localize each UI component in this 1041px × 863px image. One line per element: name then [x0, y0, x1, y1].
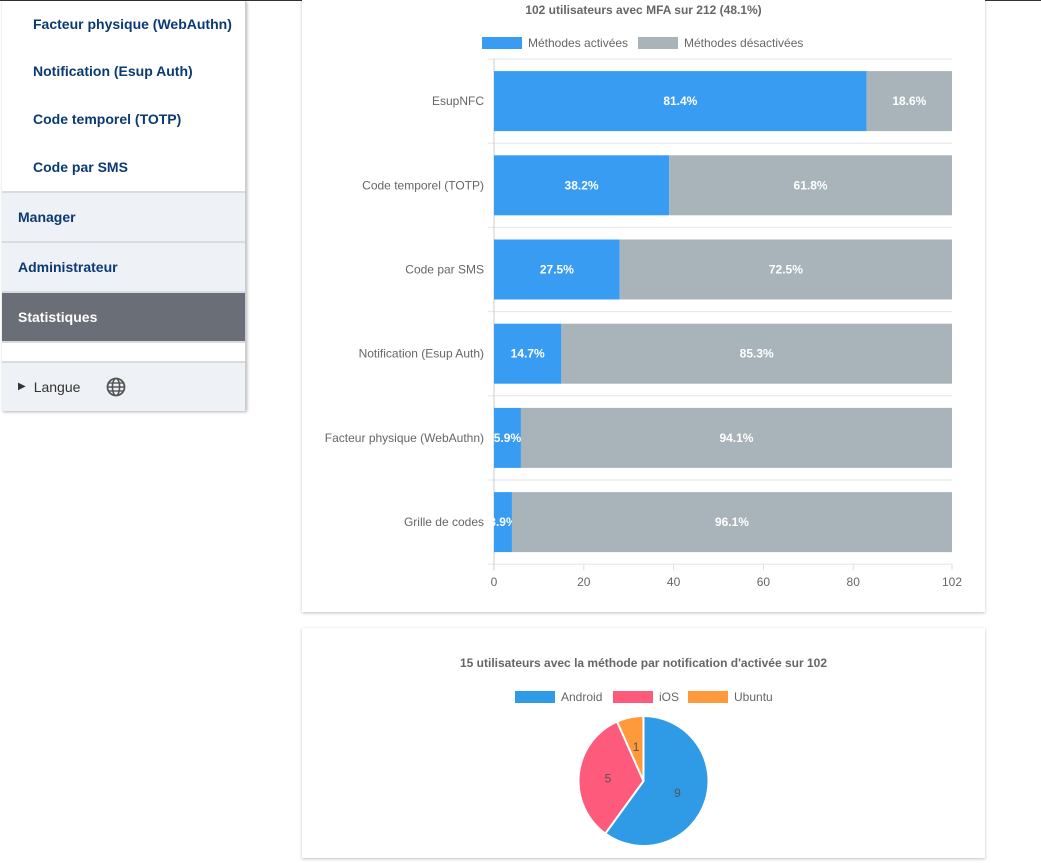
legend-label: iOS: [659, 690, 679, 704]
sidebar-subitem-notification[interactable]: Notification (Esup Auth): [33, 63, 193, 79]
sidebar: Facteur physique (WebAuthn) Notification…: [2, 1, 246, 411]
y-tick-label: Code par SMS: [405, 263, 484, 277]
mfa-methods-card: 102 utilisateurs avec MFA sur 212 (48.1%…: [302, 0, 985, 612]
y-tick-label: Code temporel (TOTP): [362, 178, 484, 192]
sidebar-subitem-webauthn[interactable]: Facteur physique (WebAuthn): [33, 16, 232, 32]
slice-label: 1: [633, 740, 640, 754]
bar-segment: [866, 71, 952, 132]
data-label: 38.2%: [565, 178, 599, 192]
data-label: 3.9%: [489, 515, 517, 529]
bar-segment: [619, 239, 952, 300]
triangle-right-icon: ▶: [18, 381, 26, 392]
sidebar-item-administrateur[interactable]: Administrateur: [2, 241, 245, 291]
legend-swatch: [613, 691, 653, 703]
bar-segment: [561, 323, 952, 384]
data-label: 81.4%: [663, 94, 697, 108]
slice-label: 9: [674, 786, 681, 800]
notification-devices-card: 15 utilisateurs avec la méthode par noti…: [302, 628, 985, 858]
legend-swatch: [688, 691, 728, 703]
pie-slice-ios: [577, 720, 645, 835]
sidebar-subitem-totp[interactable]: Code temporel (TOTP): [33, 111, 182, 127]
language-label: Langue: [33, 379, 81, 395]
data-label: 14.7%: [511, 347, 545, 361]
x-tick-label: 40: [667, 575, 681, 589]
chart-title: 102 utilisateurs avec MFA sur 212 (48.1%…: [525, 3, 761, 17]
data-label: 61.8%: [794, 178, 828, 192]
bar-segment: [494, 492, 512, 553]
bar-segment: [511, 492, 952, 553]
data-label: 85.3%: [740, 347, 774, 361]
bar-segment: [494, 71, 867, 132]
notification-devices-chart: 15 utilisateurs avec la méthode par noti…: [460, 656, 827, 847]
legend-swatch: [638, 37, 678, 49]
bar-segment: [494, 155, 670, 216]
slice-label: 5: [605, 771, 612, 785]
sidebar-subitem-sms[interactable]: Code par SMS: [33, 159, 128, 175]
y-tick-label: Facteur physique (WebAuthn): [325, 431, 484, 445]
x-tick-label: 60: [757, 575, 771, 589]
globe-icon: [107, 377, 126, 397]
chart-title: 15 utilisateurs avec la méthode par noti…: [460, 656, 827, 670]
pie-slice-android: [603, 714, 710, 847]
x-tick-label: 80: [847, 575, 861, 589]
data-label: 94.1%: [719, 431, 753, 445]
data-label: 96.1%: [715, 515, 749, 529]
y-tick-label: EsupNFC: [432, 94, 484, 108]
sidebar-item-statistiques[interactable]: Statistiques: [2, 291, 245, 341]
legend-swatch: [515, 691, 555, 703]
bar-segment: [494, 239, 620, 300]
legend-label: Méthodes activées: [528, 36, 628, 50]
language-toggle[interactable]: ▶ Langue: [2, 361, 245, 411]
bar-segment: [669, 155, 952, 216]
data-label: 27.5%: [540, 263, 574, 277]
legend-label: Ubuntu: [734, 690, 773, 704]
bar-segment: [520, 407, 952, 468]
y-tick-label: Grille de codes: [404, 515, 484, 529]
bar-segment: [494, 323, 562, 384]
data-label: 18.6%: [892, 94, 926, 108]
x-tick-label: 0: [491, 575, 498, 589]
y-tick-label: Notification (Esup Auth): [359, 347, 484, 361]
sidebar-item-manager[interactable]: Manager: [2, 191, 245, 241]
data-label: 5.9%: [494, 431, 522, 445]
divider: [2, 341, 245, 361]
data-label: 72.5%: [769, 263, 803, 277]
x-tick-label: 102: [942, 575, 962, 589]
mfa-methods-chart: 102 utilisateurs avec MFA sur 212 (48.1%…: [325, 3, 963, 589]
legend-label: Android: [561, 690, 602, 704]
legend-swatch: [482, 37, 522, 49]
legend-label: Méthodes désactivées: [684, 36, 803, 50]
x-tick-label: 20: [577, 575, 591, 589]
bar-segment: [494, 407, 521, 468]
pie-slice-ubuntu: [615, 714, 645, 782]
